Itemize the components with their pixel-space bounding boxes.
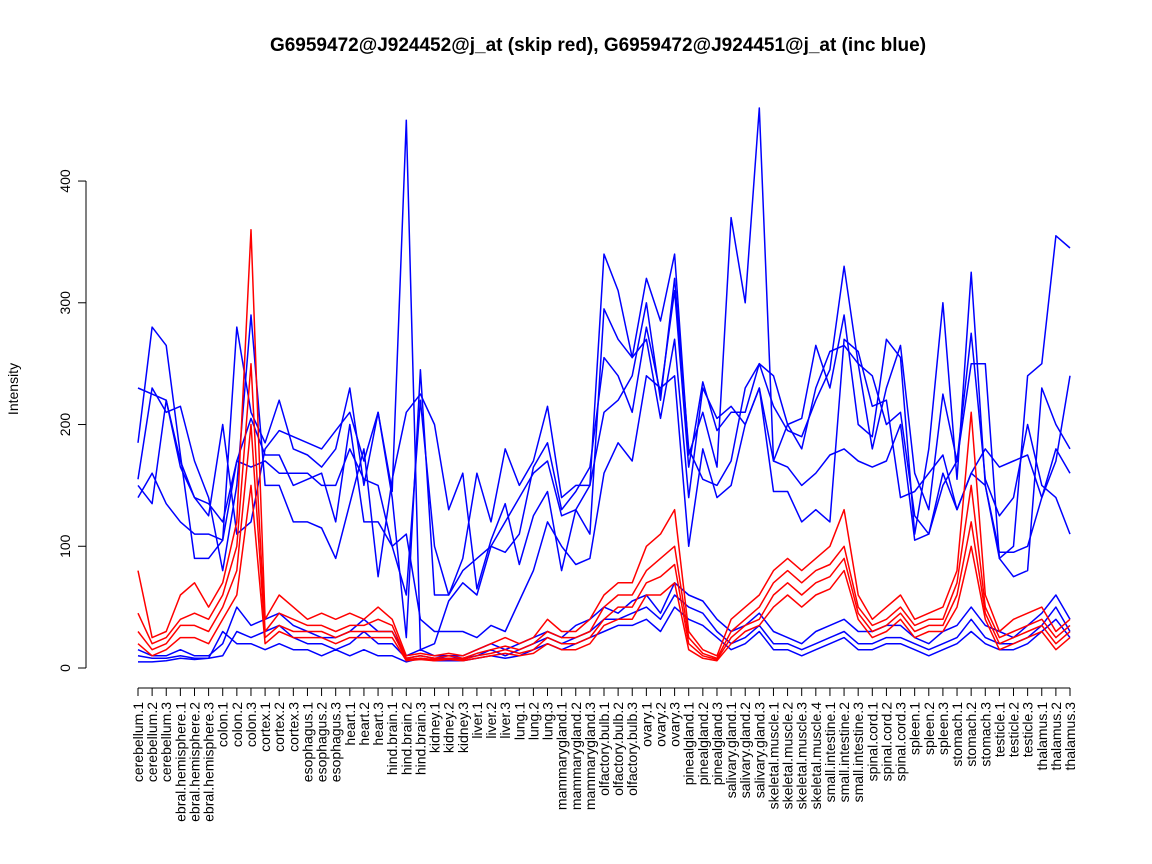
- x-tick-label: salivary.gland.2: [737, 702, 753, 798]
- x-tick-label: ovary.1: [638, 702, 654, 747]
- x-tick-label: hind.brain.3: [412, 702, 428, 775]
- x-tick-label: cerebellum.2: [144, 702, 160, 782]
- series-line-inc-3: [137, 119, 1071, 651]
- x-tick-label: olfactory.bulb.3: [624, 702, 640, 796]
- x-tick-label: heart.1: [342, 702, 358, 746]
- x-tick-label: colon.2: [229, 702, 245, 747]
- x-tick-label: pinealgland.2: [695, 702, 711, 786]
- x-tick-label: cortex.3: [285, 702, 301, 752]
- x-tick-label: ovary.2: [652, 702, 668, 747]
- x-tick-label: esophagus.2: [314, 702, 330, 782]
- x-tick-label: colon.1: [215, 702, 231, 747]
- y-tick-label: 200: [57, 413, 73, 437]
- x-tick-label: ovary.3: [667, 702, 683, 747]
- x-tick-label: esophagus.3: [328, 702, 344, 782]
- series-line-inc-5: [137, 308, 1071, 590]
- x-tick-label: spinal.cord.1: [864, 702, 880, 782]
- x-tick-label: hind.brain.2: [398, 702, 414, 775]
- x-tick-label: mammarygland.1: [554, 702, 570, 810]
- x-tick-label: hind.brain.1: [384, 702, 400, 775]
- x-tick-label: lung.1: [511, 702, 527, 740]
- x-tick-label: kidney.1: [427, 702, 443, 753]
- x-tick-label: liver.1: [469, 702, 485, 739]
- x-tick-label: lung.2: [525, 702, 541, 740]
- series-line-skip-9: [137, 228, 1071, 657]
- x-tick-label: skeletal.muscle.3: [794, 702, 810, 810]
- x-tick-label: thalamus.2: [1048, 702, 1064, 771]
- x-tick-label: colon.3: [243, 702, 259, 747]
- x-tick-label: heart.3: [370, 702, 386, 746]
- x-tick-label: spinal.cord.2: [878, 702, 894, 782]
- series-line-inc-8: [138, 606, 1071, 663]
- x-tick-label: liver.2: [483, 702, 499, 739]
- x-tick-label: ebral.hemisphere.1: [172, 702, 188, 822]
- x-tick-label: cerebellum.1: [130, 702, 146, 782]
- x-tick-label: olfactory.bulb.1: [596, 702, 612, 796]
- x-tick-label: skeletal.muscle.4: [808, 702, 824, 810]
- x-tick-label: testicle.2: [1006, 702, 1022, 757]
- x-tick-label: small.intestine.3: [850, 702, 866, 803]
- x-tick-label: heart.2: [356, 702, 372, 746]
- x-tick-label: spinal.cord.3: [893, 702, 909, 782]
- x-tick-label: thalamus.1: [1034, 702, 1050, 771]
- x-tick-label: cortex.2: [271, 702, 287, 752]
- x-tick-label: stomach.3: [977, 702, 993, 767]
- x-tick-label: ebral.hemisphere.2: [186, 702, 202, 822]
- x-tick-label: olfactory.bulb.2: [610, 702, 626, 796]
- x-tick-label: thalamus.3: [1062, 702, 1078, 771]
- x-tick-label: salivary.gland.1: [723, 702, 739, 798]
- y-tick-label: 400: [57, 169, 73, 193]
- x-tick-label: liver.3: [497, 702, 513, 739]
- x-tick-label: stomach.1: [949, 702, 965, 767]
- x-tick-label: small.intestine.1: [822, 702, 838, 803]
- y-axis-label: Intensity: [5, 363, 21, 415]
- x-tick-label: kidney.3: [455, 702, 471, 753]
- x-tick-label: stomach.2: [963, 702, 979, 767]
- series-line-inc-2: [137, 107, 1071, 639]
- y-tick-label: 0: [57, 664, 73, 672]
- x-tick-label: spleen.2: [921, 702, 937, 755]
- y-tick-label: 300: [57, 291, 73, 315]
- x-tick-label: skeletal.muscle.2: [780, 702, 796, 810]
- x-tick-label: skeletal.muscle.1: [765, 702, 781, 810]
- y-tick-label: 100: [57, 534, 73, 558]
- x-tick-label: kidney.2: [441, 702, 457, 753]
- series-line-skip-12: [137, 484, 1071, 662]
- x-tick-label: spleen.3: [935, 702, 951, 755]
- x-tick-label: ebral.hemisphere.3: [201, 702, 217, 822]
- y-axis: 0 100 200 300 400: [57, 169, 87, 672]
- x-tick-label: esophagus.1: [299, 702, 315, 782]
- x-tick-label: salivary.gland.3: [751, 702, 767, 798]
- series-line-skip-11: [137, 423, 1071, 661]
- x-tick-label: testicle.1: [991, 702, 1007, 757]
- series-layer: [137, 107, 1071, 663]
- x-tick-label: pinealgland.1: [681, 702, 697, 786]
- x-tick-label: lung.3: [540, 702, 556, 740]
- x-tick-label: mammarygland.2: [568, 702, 584, 810]
- series-line-skip-10: [137, 362, 1071, 660]
- series-line-inc-4: [137, 375, 1071, 639]
- chart-title: G6959472@J924452@j_at (skip red), G69594…: [270, 35, 926, 56]
- x-axis: cerebellum.1cerebellum.2cerebellum.3ebra…: [130, 687, 1078, 822]
- x-tick-label: cerebellum.3: [158, 702, 174, 782]
- x-tick-label: mammarygland.3: [582, 702, 598, 810]
- x-tick-label: small.intestine.2: [836, 702, 852, 803]
- x-tick-label: cortex.1: [257, 702, 273, 752]
- x-tick-label: testicle.3: [1020, 702, 1036, 757]
- series-line-inc-1: [137, 277, 1071, 596]
- x-tick-label: spleen.1: [907, 702, 923, 755]
- x-tick-label: pinealgland.3: [709, 702, 725, 786]
